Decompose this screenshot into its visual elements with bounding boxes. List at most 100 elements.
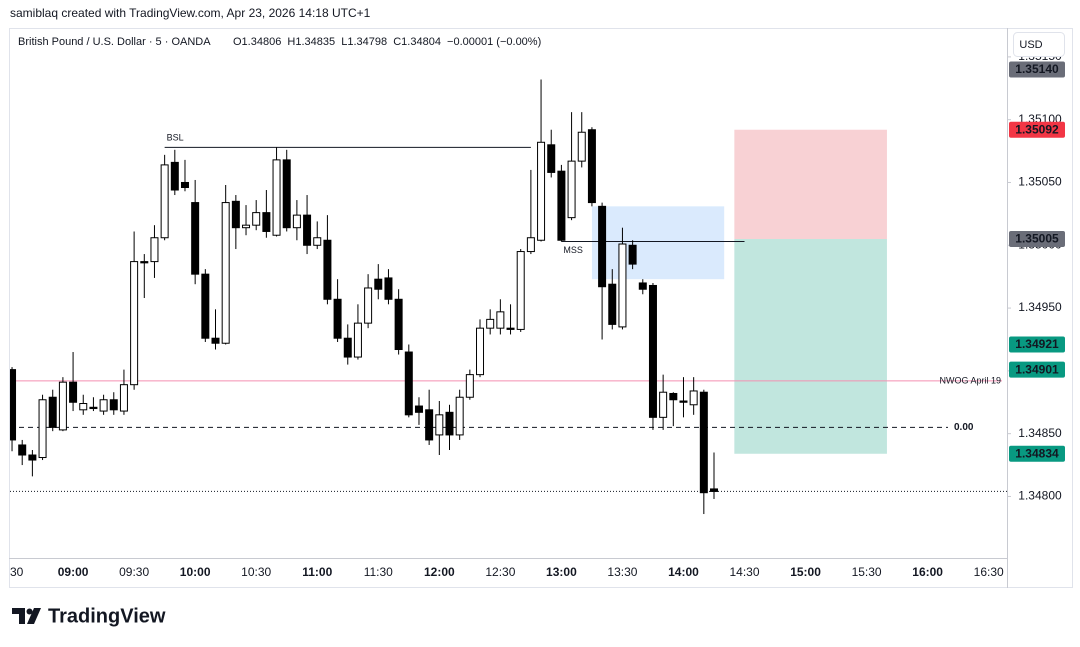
candle-body (577, 131, 586, 162)
candle-body (333, 298, 342, 339)
candle-body (455, 396, 464, 436)
currency-button[interactable] (1013, 32, 1065, 57)
x-tick-label: 16:30 (974, 565, 1004, 579)
target-zone (734, 238, 887, 454)
candle-body (547, 144, 556, 173)
x-axis-labels: :30 09:00 09:30 10:00 10:30 11:00 11:30 12:00 12… (7, 565, 1004, 579)
y-tick-label: 1.34950 (1018, 300, 1062, 314)
candle-body (669, 392, 678, 401)
axes: 1.348001.348501.349001.349501.350001.350… (7, 49, 1065, 579)
candle-body (191, 202, 200, 275)
candle-body (323, 239, 332, 300)
candle-body (201, 273, 210, 339)
chart-frame (9, 28, 1073, 588)
annotation-label: MSS (563, 245, 583, 255)
zone-box (591, 206, 725, 280)
candle-body (18, 444, 27, 456)
candle-body (89, 406, 98, 410)
price-label-box (1009, 61, 1065, 78)
x-tick-label: 13:30 (607, 565, 637, 579)
x-tick-label: 12:30 (485, 565, 515, 579)
candle-body (384, 277, 393, 300)
footer-logo: TradingView (48, 605, 166, 627)
candle-body (221, 202, 230, 344)
candle-body (180, 181, 189, 189)
candle-body (476, 327, 485, 376)
candle-body (628, 244, 637, 265)
logo-icon (12, 608, 41, 624)
candle-body (445, 411, 454, 436)
y-tick-label: 1.35050 (1018, 175, 1062, 189)
x-tick-label: 10:30 (241, 565, 271, 579)
x-tick-label: 12:00 (424, 565, 455, 579)
y-tick-label: 1.34800 (1018, 489, 1062, 503)
x-tick-label: 15:30 (852, 565, 882, 579)
price-label-box (1009, 121, 1065, 138)
plot-area: BSL MSS NWOG April 19 0.00 (10, 79, 1007, 515)
price-label: 1.35140 (1015, 62, 1059, 76)
candle-body (587, 129, 596, 204)
chart-title: British Pound / U.S. Dollar · 5 · OANDA (18, 36, 211, 48)
price-label: 1.34901 (1015, 362, 1059, 376)
candle-body (242, 224, 251, 229)
candle-body (598, 205, 607, 288)
candle-body (465, 374, 474, 398)
candle-body (526, 237, 535, 253)
candle-body (48, 396, 57, 428)
candle-body (343, 337, 352, 358)
y-tick-label: 1.34850 (1018, 426, 1062, 440)
candle-body (292, 214, 301, 229)
candle-body (537, 141, 546, 241)
candle-body (486, 318, 495, 329)
x-tick-label: 09:00 (58, 565, 89, 579)
x-tick-label: 14:30 (730, 565, 760, 579)
candle-body (38, 399, 47, 459)
candle-body (516, 251, 525, 330)
candle-body (170, 161, 179, 191)
candle-body (425, 409, 434, 441)
price-label: 1.34921 (1015, 337, 1059, 351)
candle-body (231, 200, 240, 229)
annotation-label: 0.00 (954, 422, 974, 433)
candle-body (567, 160, 576, 219)
x-tick-label: 11:00 (302, 565, 332, 579)
candle-body (58, 381, 67, 431)
candle-body (119, 384, 128, 412)
candle-body (710, 488, 719, 492)
annotation-label: NWOG April 19 (939, 375, 1001, 385)
candle-body (140, 261, 149, 264)
candle-body (435, 414, 444, 436)
candle-body (557, 170, 566, 241)
price-label: 1.35092 (1015, 122, 1059, 136)
candle-body (28, 454, 37, 461)
candle-body (364, 287, 373, 324)
candle-body (608, 283, 617, 325)
candle-body (150, 237, 159, 263)
x-tick-label: 16:00 (912, 565, 943, 579)
candle-body (414, 405, 423, 413)
x-tick-label: 11:30 (364, 565, 393, 579)
candle-body (496, 311, 505, 329)
price-label-box (1009, 230, 1065, 247)
price-label-box (1009, 445, 1065, 462)
candle-body (659, 391, 668, 418)
x-tick-label: :30 (7, 565, 24, 579)
candle-body (648, 284, 657, 418)
x-tick-label: 14:00 (668, 565, 699, 579)
candle-body (394, 298, 403, 351)
candle-body (374, 278, 383, 290)
candle-body (303, 214, 312, 246)
candle-body (618, 243, 627, 328)
x-tick-label: 15:00 (790, 565, 821, 579)
candle-body (69, 381, 78, 403)
candle-body (252, 212, 261, 226)
price-label-box (1009, 336, 1065, 353)
x-tick-label: 13:00 (546, 565, 577, 579)
candle-body (638, 282, 647, 290)
x-tick-label: 09:30 (119, 565, 149, 579)
candle-body (130, 261, 139, 386)
candle-body (79, 403, 88, 411)
candle-body (313, 237, 322, 246)
stop-zone (734, 129, 887, 239)
